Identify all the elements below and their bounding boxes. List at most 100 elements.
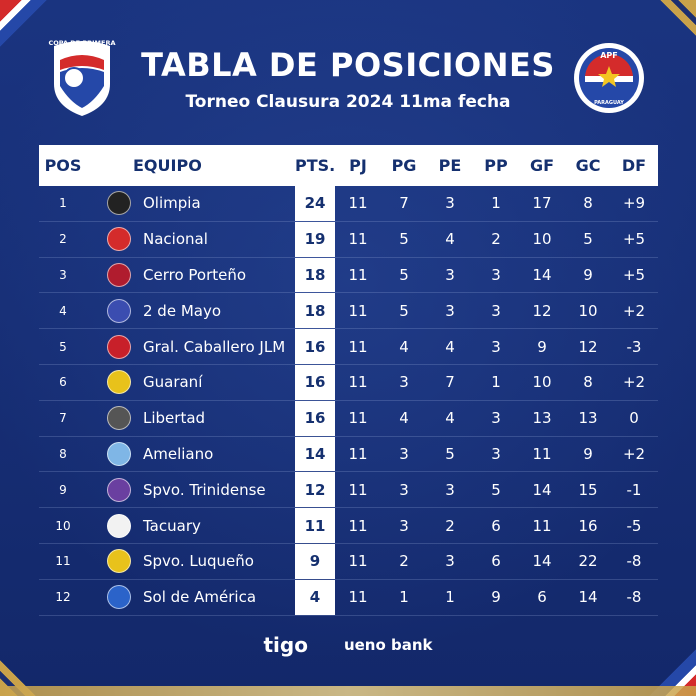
- cell-pj: 11: [348, 301, 368, 320]
- team-name: Sol de América: [143, 588, 257, 607]
- cell-team: Ameliano: [87, 441, 295, 466]
- cell-pg: 7: [399, 194, 409, 213]
- cell-pp: 3: [491, 444, 501, 463]
- cell-pos: 6: [59, 375, 67, 390]
- cell-gc: 16: [578, 516, 598, 535]
- cell-pg: 5: [399, 230, 409, 249]
- tigo-logo: tigo: [263, 633, 308, 657]
- ueno-bank-logo: ueno bank: [343, 636, 433, 654]
- team-name: Spvo. Trinidense: [143, 480, 266, 499]
- team-crest-icon: [107, 513, 131, 538]
- cell-df: -3: [626, 337, 642, 356]
- copa-de-primera-logo: COPA DE PRIMERA: [46, 36, 118, 118]
- cell-pg: 3: [399, 444, 409, 463]
- cell-gc: 9: [583, 444, 593, 463]
- cell-team: Gral. Caballero JLM: [87, 334, 295, 359]
- cell-df: 0: [629, 409, 639, 428]
- team-crest-icon: [107, 477, 131, 502]
- cell-pts: 16: [295, 400, 335, 436]
- team-name: Olimpia: [143, 194, 201, 213]
- cell-pj: 11: [348, 516, 368, 535]
- cell-pts: 18: [295, 257, 335, 293]
- cell-df: +9: [622, 194, 646, 213]
- cell-pe: 3: [445, 265, 455, 284]
- cell-pp: 3: [491, 301, 501, 320]
- table-body: 1 Olimpia 24 11 7 3 1 17 8 +9 2 Nacional 19 11 5 4 2 10 5 +…: [39, 186, 658, 616]
- col-header-pe: PE: [438, 156, 462, 175]
- cell-pos: 3: [59, 267, 67, 282]
- team-crest-icon: [107, 227, 131, 252]
- bottom-gold-stripe: [0, 686, 696, 696]
- team-crest-icon: [107, 334, 131, 359]
- cell-gc: 5: [583, 230, 593, 249]
- cell-pe: 4: [445, 230, 455, 249]
- cell-pts: 12: [295, 472, 335, 508]
- cell-gf: 10: [532, 230, 552, 249]
- cell-pj: 11: [348, 265, 368, 284]
- cell-pos: 5: [59, 339, 67, 354]
- cell-pp: 3: [491, 337, 501, 356]
- cell-team: Nacional: [87, 227, 295, 252]
- team-crest-icon: [107, 549, 131, 574]
- cell-pj: 11: [348, 588, 368, 607]
- cell-pos: 10: [55, 518, 71, 533]
- cell-pg: 3: [399, 480, 409, 499]
- cell-pos: 11: [55, 554, 71, 569]
- table-row: 12 Sol de América 4 11 1 1 9 6 14 -8: [39, 579, 658, 616]
- table-row: 7 Libertad 16 11 4 4 3 13 13 0: [39, 400, 658, 437]
- cell-pos: 7: [59, 411, 67, 426]
- cell-team: Libertad: [87, 406, 295, 431]
- cell-pj: 11: [348, 373, 368, 392]
- cell-pj: 11: [348, 194, 368, 213]
- cell-pp: 6: [491, 552, 501, 571]
- table-row: 3 Cerro Porteño 18 11 5 3 3 14 9 +5: [39, 257, 658, 294]
- team-crest-icon: [107, 585, 131, 610]
- cell-df: +2: [622, 444, 646, 463]
- cell-pts: 9: [295, 543, 335, 579]
- cell-gc: 10: [578, 301, 598, 320]
- cell-df: -8: [626, 588, 642, 607]
- col-header-pp: PP: [484, 156, 508, 175]
- cell-gc: 14: [578, 588, 598, 607]
- cell-df: -1: [626, 480, 642, 499]
- cell-pe: 5: [445, 444, 455, 463]
- cell-gf: 11: [532, 516, 552, 535]
- table-row: 11 Spvo. Luqueño 9 11 2 3 6 14 22 -8: [39, 543, 658, 580]
- team-name: Spvo. Luqueño: [143, 552, 254, 571]
- cell-gc: 8: [583, 194, 593, 213]
- cell-gf: 14: [532, 552, 552, 571]
- cell-pp: 3: [491, 265, 501, 284]
- cell-pp: 1: [491, 194, 501, 213]
- table-row: 8 Ameliano 14 11 3 5 3 11 9 +2: [39, 436, 658, 473]
- cell-pe: 3: [445, 301, 455, 320]
- cell-pos: 8: [59, 446, 67, 461]
- table-row: 5 Gral. Caballero JLM 16 11 4 4 3 9 12 -3: [39, 329, 658, 365]
- cell-pe: 4: [445, 337, 455, 356]
- col-header-pj: PJ: [349, 156, 367, 175]
- cell-pe: 1: [445, 588, 455, 607]
- table-row: 1 Olimpia 24 11 7 3 1 17 8 +9: [39, 186, 658, 222]
- cell-pj: 11: [348, 480, 368, 499]
- team-name: Tacuary: [143, 516, 201, 535]
- cell-pj: 11: [348, 444, 368, 463]
- cell-team: Sol de América: [87, 585, 295, 610]
- cell-gf: 6: [537, 588, 547, 607]
- team-name: Libertad: [143, 409, 206, 428]
- cell-pg: 2: [399, 552, 409, 571]
- col-header-gf: GF: [529, 156, 555, 175]
- cell-pg: 5: [399, 265, 409, 284]
- cell-pp: 2: [491, 230, 501, 249]
- cell-pg: 3: [399, 516, 409, 535]
- table-row: 2 Nacional 19 11 5 4 2 10 5 +5: [39, 221, 658, 258]
- cell-pe: 4: [445, 409, 455, 428]
- cell-pts: 16: [295, 329, 335, 364]
- team-crest-icon: [107, 441, 131, 466]
- table-header-row: POS EQUIPO PTS. PJ PG PE PP GF GC DF: [39, 145, 658, 186]
- cell-gc: 13: [578, 409, 598, 428]
- table-row: 6 Guaraní 16 11 3 7 1 10 8 +2: [39, 364, 658, 401]
- cell-pos: 4: [59, 303, 67, 318]
- team-crest-icon: [107, 298, 131, 323]
- page-subtitle: Torneo Clausura 2024 11ma fecha: [185, 92, 511, 112]
- cell-team: 2 de Mayo: [87, 298, 295, 323]
- cell-pp: 1: [491, 373, 501, 392]
